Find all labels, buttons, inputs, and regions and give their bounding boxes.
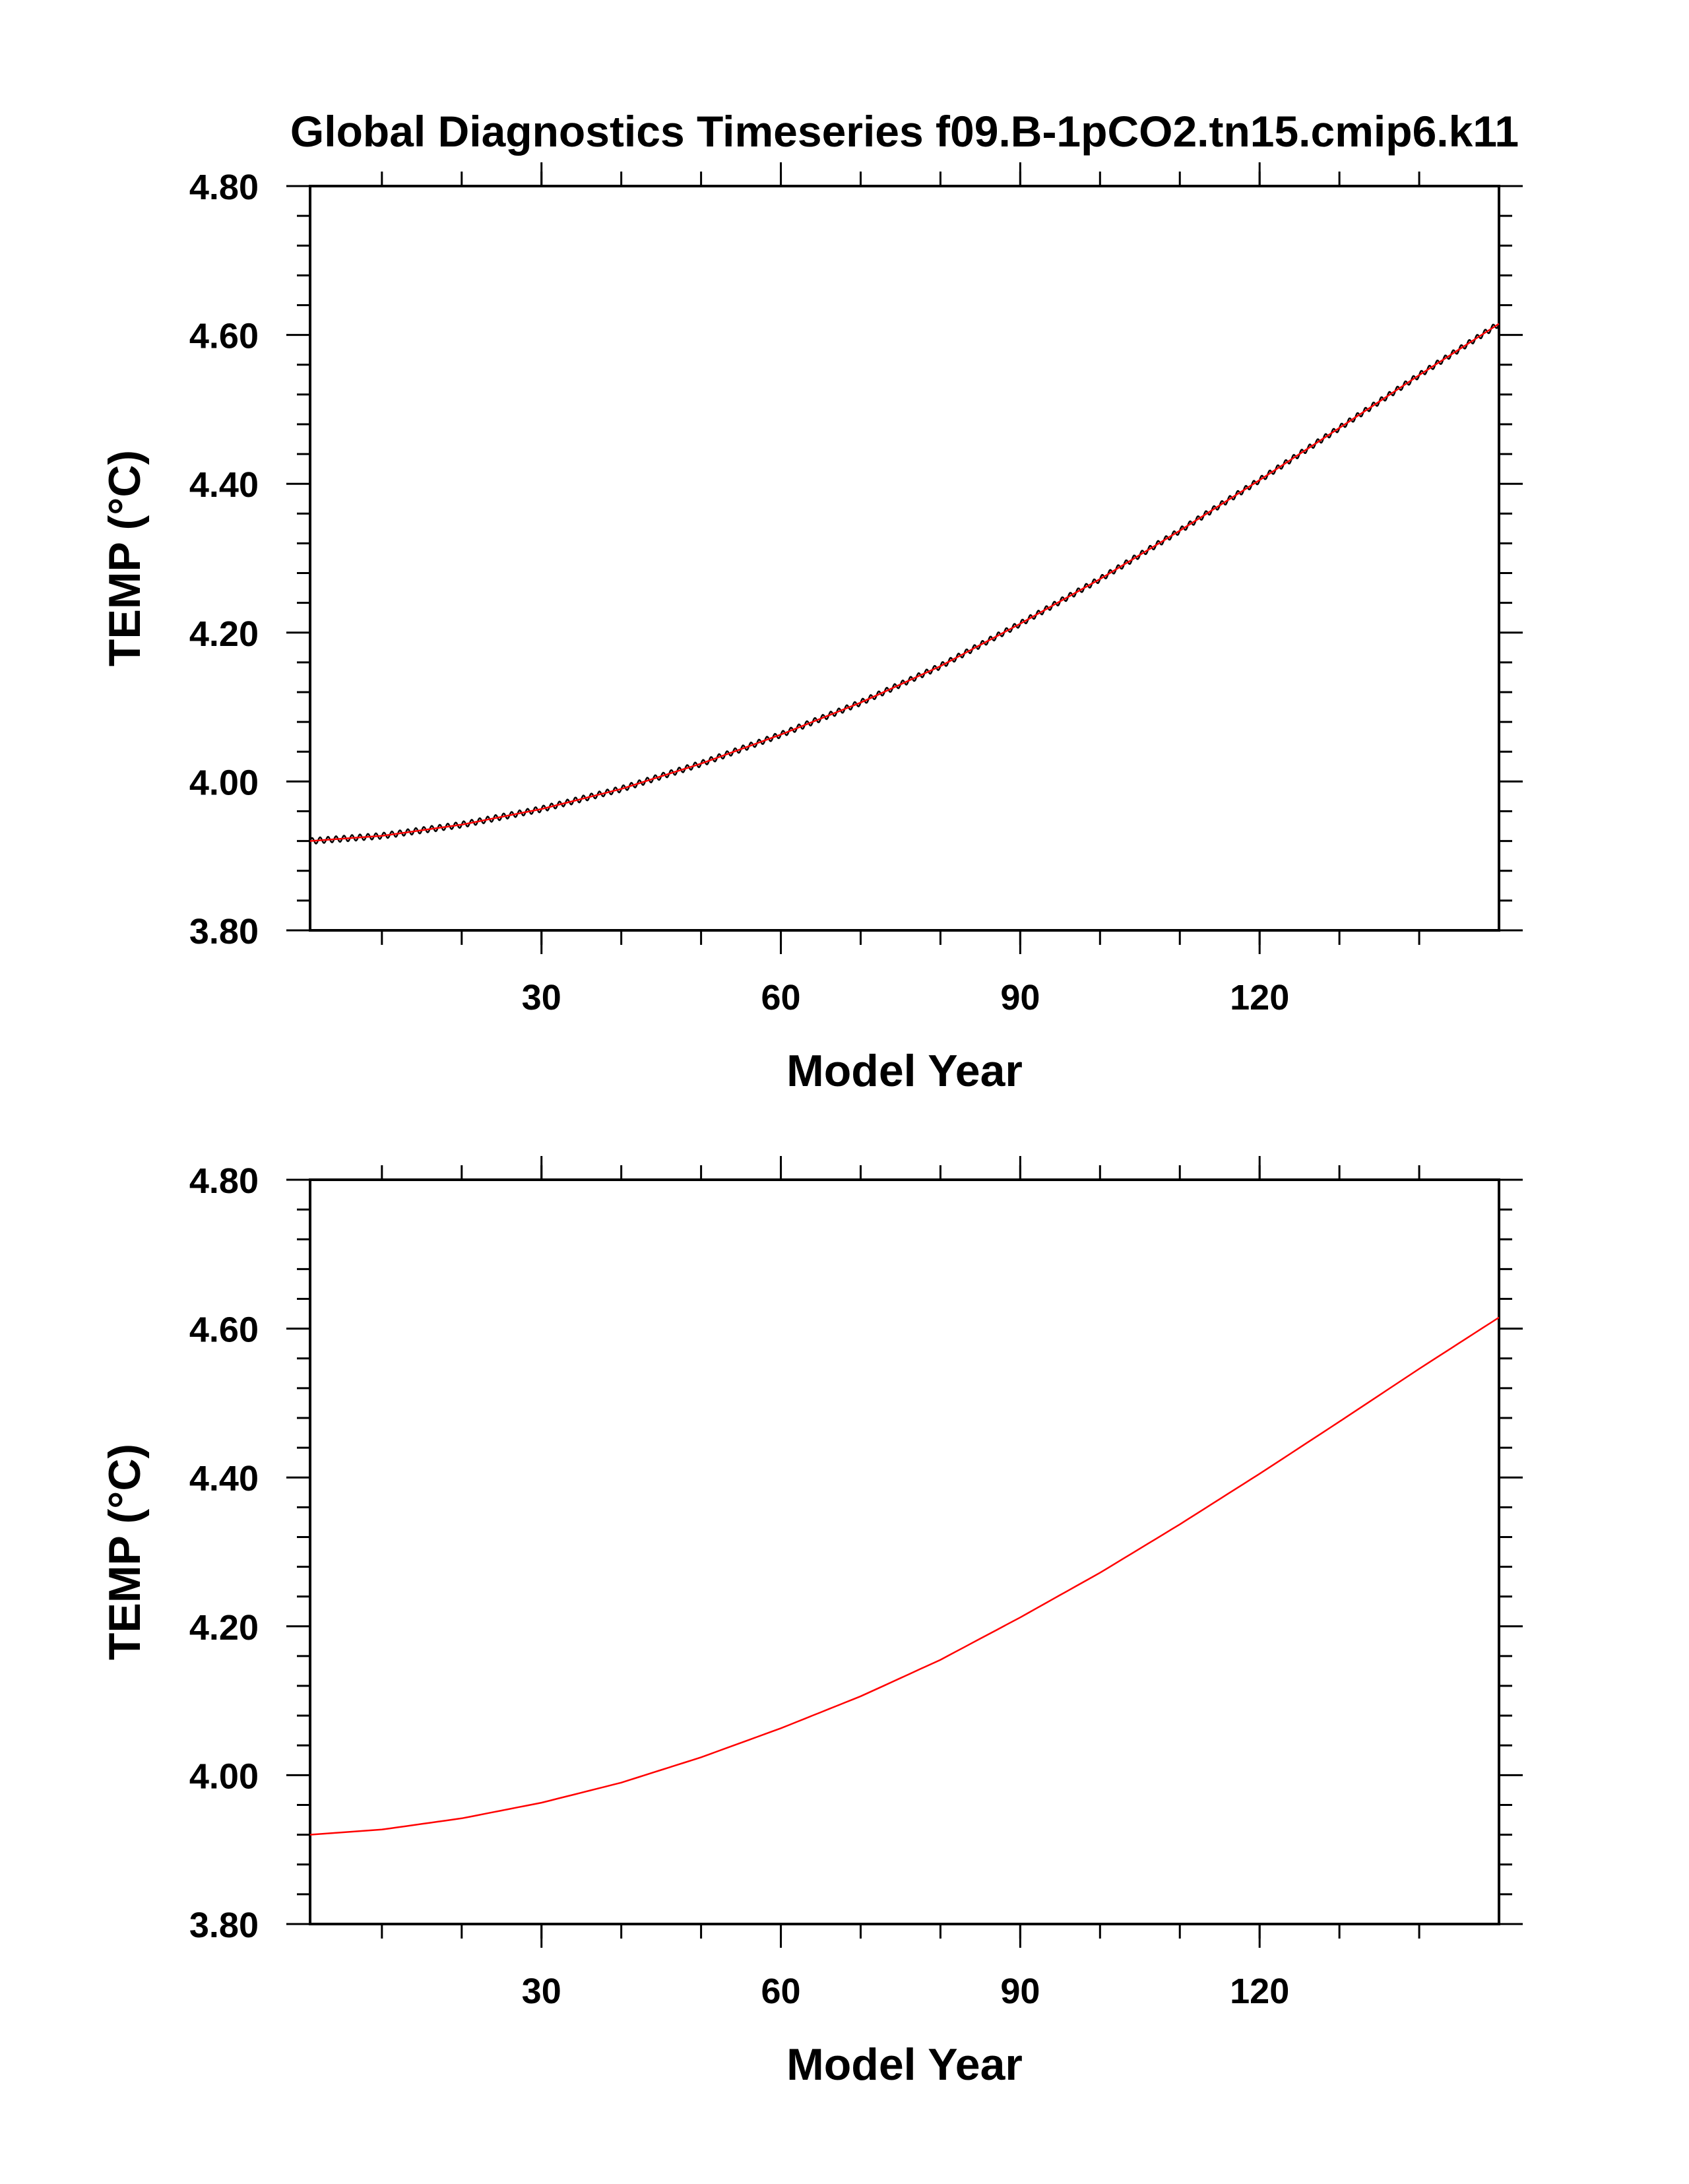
x-tick-label: 90 [1000,978,1040,1017]
y-tick-label: 4.20 [189,614,259,654]
y-tick-label: 4.80 [189,168,259,207]
y-tick-label: 4.60 [189,317,259,356]
plot-frame [309,1178,1500,1925]
annual-series-line [309,323,1500,842]
bottom-panel: 3.80 4.00 4.20 4.40 4.60 4.80 30 60 90 120 Model Y… [100,1156,1523,2090]
y-tick-label: 4.40 [189,1459,259,1498]
x-tick-label: 90 [1000,1972,1040,2011]
y-tick-label: 3.80 [189,1906,259,1945]
x-tick-label: 30 [522,1972,561,2011]
y-tick-label: 4.00 [189,763,259,802]
x-tick-label: 120 [1230,978,1289,1017]
x-tick-label: 60 [761,1972,801,2011]
y-tick-label: 3.80 [189,912,259,951]
top-panel: 3.80 4.00 4.20 4.40 4.60 4.80 30 60 90 120 Model Y… [100,162,1523,1096]
plot-frame [309,185,1500,932]
annual-series-line [309,1316,1500,1836]
y-tick-label: 4.80 [189,1161,259,1201]
y-tick-label: 4.00 [189,1756,259,1796]
y-axis-label: TEMP (°C) [100,450,150,666]
x-tick-label: 30 [522,978,561,1017]
x-tick-label: 60 [761,978,801,1017]
x-axis-label: Model Year [786,1046,1023,1096]
x-axis-label: Model Year [786,2039,1023,2090]
y-tick-label: 4.20 [189,1608,259,1648]
x-tick-label: 120 [1230,1972,1289,2011]
y-tick-label: 4.40 [189,465,259,505]
y-axis-label: TEMP (°C) [100,1444,150,1660]
chart-title: Global Diagnostics Timeseries f09.B-1pCO… [290,107,1519,156]
y-tick-label: 4.60 [189,1310,259,1350]
